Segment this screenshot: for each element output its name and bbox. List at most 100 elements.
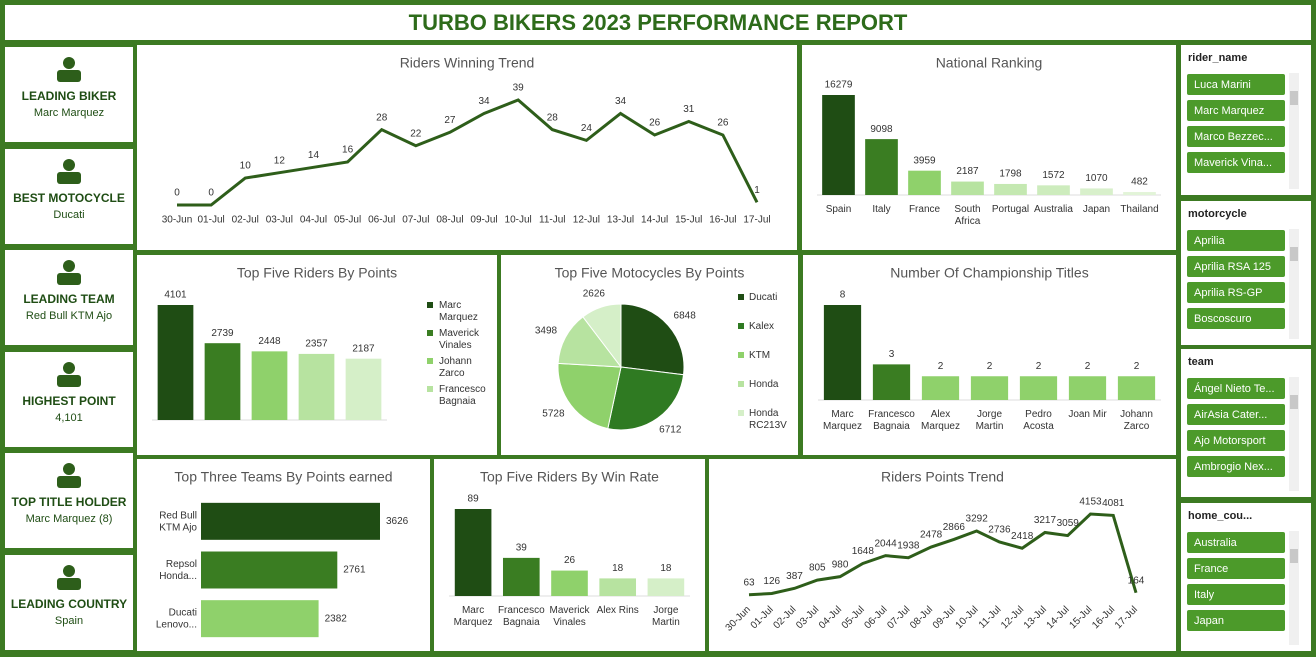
bar [157, 305, 194, 420]
slicer-item[interactable] [1187, 230, 1285, 251]
slicer-item-label[interactable]: France [1194, 563, 1228, 575]
legend-label: Marc Marquez [439, 300, 478, 323]
slicer-item[interactable] [1187, 610, 1285, 631]
data-label: 26 [649, 118, 661, 129]
data-label: 2382 [325, 613, 348, 624]
legend-swatch [738, 323, 744, 329]
chart-title: Top Five Motocycles By Points [555, 265, 745, 281]
data-label: 10 [240, 161, 252, 172]
data-label: 2478 [920, 530, 943, 541]
slicer-item[interactable] [1187, 256, 1285, 277]
x-tick-label: South Africa [954, 204, 980, 227]
x-tick-label: 16-Jul [709, 215, 736, 226]
data-label: 164 [1128, 575, 1145, 586]
data-label: 2187 [956, 166, 979, 177]
slicer-item[interactable] [1187, 584, 1285, 605]
slicer-item[interactable] [1187, 378, 1285, 399]
data-label: 16279 [825, 80, 853, 91]
slicer-item-label[interactable]: Luca Marini [1194, 79, 1251, 91]
data-label: 2357 [305, 339, 328, 350]
slicer-item-label[interactable]: Aprilia [1194, 235, 1225, 247]
slicer-item-label[interactable]: Aprilia RS-GP [1194, 287, 1262, 299]
x-tick-label: 12-Jul [573, 215, 600, 226]
x-tick-label: 08-Jul [436, 215, 463, 226]
dashboard-title: TURBO BIKERS 2023 PERFORMANCE REPORT [409, 10, 908, 35]
x-tick-label: 04-Jul [300, 215, 327, 226]
slicer-item-label[interactable]: Ajo Motorsport [1194, 435, 1266, 447]
x-tick-label: Marc Marquez [454, 605, 493, 628]
chart-title: Number Of Championship Titles [890, 265, 1088, 281]
slicer-item-label[interactable]: Maverick Vina... [1194, 157, 1272, 169]
y-tick-label: Repsol Honda... [159, 559, 197, 582]
slicer-item-label[interactable]: Ambrogio Nex... [1194, 461, 1273, 473]
slicer-item-label[interactable]: Aprilia RSA 125 [1194, 261, 1271, 273]
legend-swatch [427, 330, 433, 336]
slicer-item-label[interactable]: Marc Marquez [1194, 105, 1264, 117]
bar [1019, 376, 1058, 400]
data-label: 4101 [164, 290, 187, 301]
icon-part [57, 578, 81, 590]
data-label: 31 [683, 104, 695, 115]
chart-panel [802, 45, 1176, 250]
data-label: 980 [832, 559, 849, 570]
slicer-item[interactable] [1187, 532, 1285, 553]
data-label: 0 [208, 188, 214, 199]
data-label: 2626 [583, 289, 606, 300]
slicer-item-label[interactable]: Italy [1194, 589, 1215, 601]
chart-panel [709, 459, 1176, 651]
data-label: 22 [410, 128, 422, 139]
kpi-label: LEADING TEAM [23, 292, 114, 306]
scrollbar [1289, 73, 1299, 189]
bar [1068, 376, 1107, 400]
x-tick-label: Australia [1034, 204, 1073, 215]
data-label: 3498 [535, 325, 558, 336]
y-tick-label: Ducati Lenovo... [156, 607, 197, 630]
slicer-item-label[interactable]: AirAsia Cater... [1194, 409, 1267, 421]
slicer-item[interactable] [1187, 404, 1285, 425]
slicer-item[interactable] [1187, 282, 1285, 303]
pie-slice [582, 303, 622, 369]
slicer-item-label[interactable]: Japan [1194, 615, 1224, 627]
data-label: 2866 [943, 522, 966, 533]
bar [201, 600, 319, 638]
legend-label: Kalex [749, 321, 774, 332]
slicer-item-label[interactable]: Ángel Nieto Te... [1194, 382, 1275, 395]
icon-part [57, 375, 81, 387]
bar [201, 551, 338, 589]
chart-title: National Ranking [936, 55, 1043, 71]
data-label: 3 [889, 349, 895, 360]
data-label: 0 [174, 188, 180, 199]
slicer-item-label[interactable]: Marco Bezzec... [1194, 131, 1273, 143]
slicer-item-label[interactable]: Australia [1194, 537, 1238, 549]
data-label: 3626 [386, 516, 409, 527]
x-tick-label: Marc Marquez [823, 409, 862, 432]
icon-part [63, 463, 75, 475]
icon-part [57, 476, 81, 488]
bar [551, 570, 588, 596]
x-tick-label: Maverick Vinales [549, 605, 590, 628]
data-label: 14 [308, 150, 320, 161]
data-label: 26 [717, 118, 729, 129]
scroll-thumb [1290, 395, 1298, 409]
x-tick-label: Pedro Acosta [1023, 409, 1054, 432]
data-label: 2 [1134, 361, 1140, 372]
slicer-item[interactable] [1187, 456, 1285, 477]
data-label: 28 [376, 112, 388, 123]
slicer-item[interactable] [1187, 100, 1285, 121]
slicer-item[interactable] [1187, 126, 1285, 147]
data-label: 2 [1085, 361, 1091, 372]
slicer-item[interactable] [1187, 308, 1285, 329]
data-label: 12 [274, 155, 286, 166]
x-tick-label: 02-Jul [232, 215, 259, 226]
kpi-label: TOP TITLE HOLDER [12, 495, 127, 509]
slicer-item[interactable] [1187, 152, 1285, 173]
x-tick-label: 05-Jul [334, 215, 361, 226]
slicer-item-label[interactable]: Boscoscuro [1194, 313, 1251, 325]
data-label: 34 [615, 96, 627, 107]
slicer-item[interactable] [1187, 74, 1285, 95]
pie-slice [557, 316, 623, 368]
slicer-item[interactable] [1187, 558, 1285, 579]
slicer-item[interactable] [1187, 430, 1285, 451]
legend-swatch [427, 302, 433, 308]
data-label: 2 [987, 361, 993, 372]
